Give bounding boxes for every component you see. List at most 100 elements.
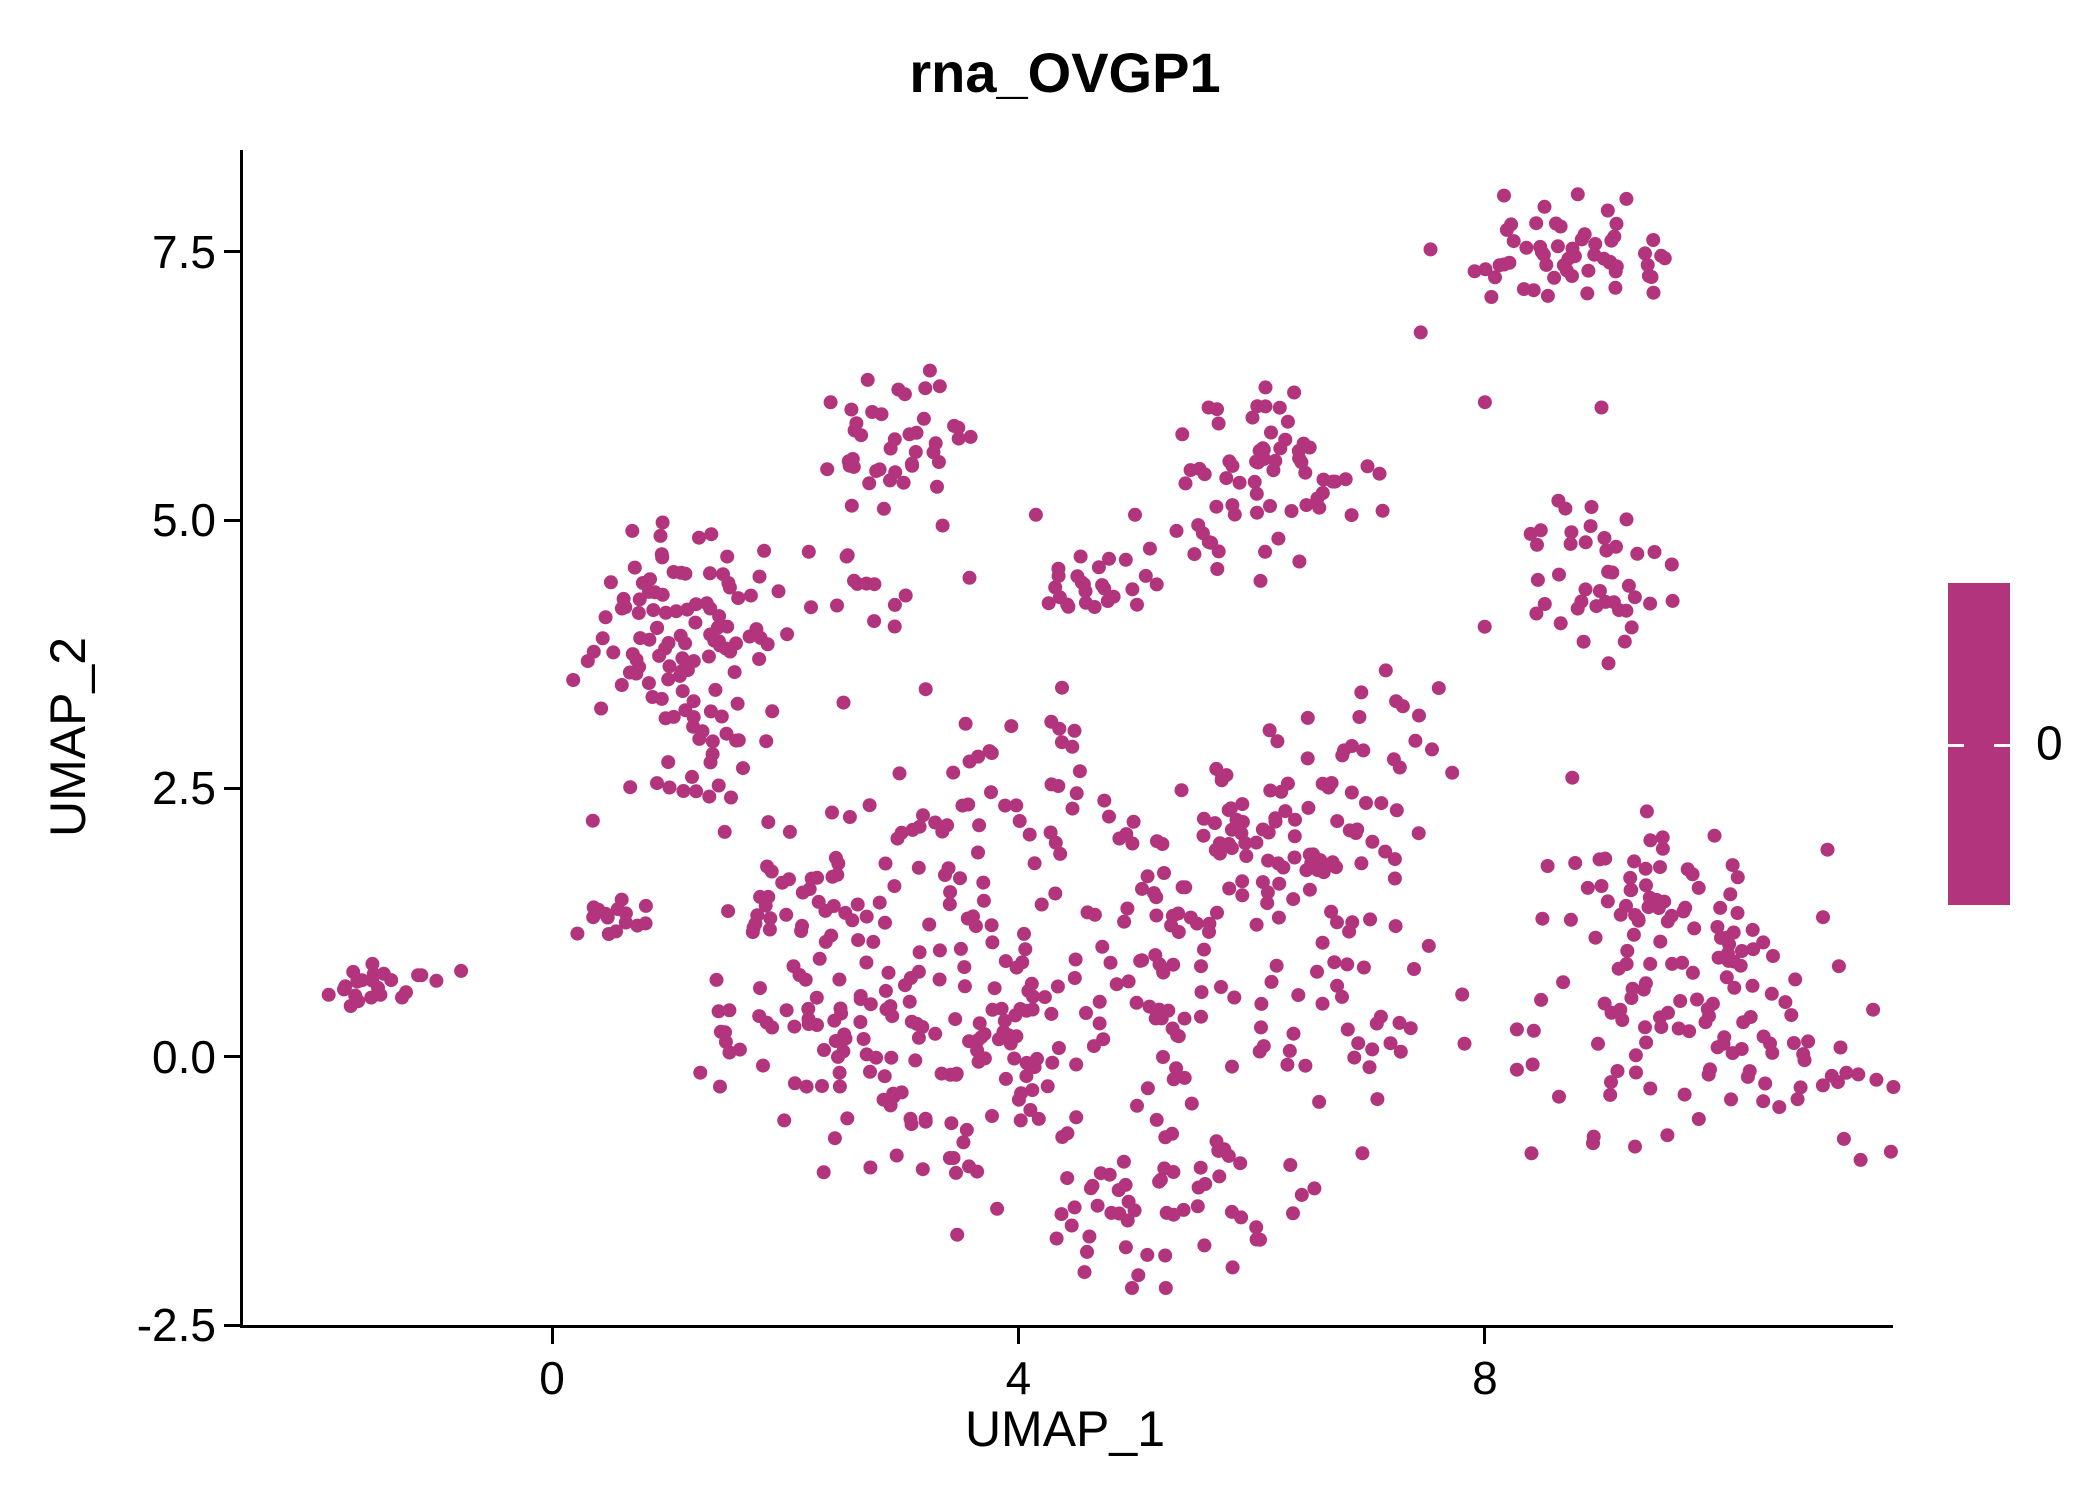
- data-point: [1596, 251, 1611, 266]
- data-point: [928, 1026, 943, 1041]
- data-point: [1619, 603, 1634, 618]
- data-point: [594, 701, 609, 716]
- data-point: [918, 1114, 933, 1129]
- data-point: [454, 963, 469, 978]
- data-point: [1601, 656, 1616, 671]
- data-point: [1344, 739, 1359, 753]
- data-point: [689, 784, 704, 799]
- data-point: [1657, 894, 1672, 909]
- data-point: [1253, 1232, 1267, 1247]
- data-point: [1271, 531, 1286, 546]
- data-point: [1184, 1096, 1199, 1111]
- data-point: [661, 672, 676, 687]
- data-point: [1169, 523, 1184, 538]
- data-point: [1506, 234, 1521, 249]
- data-point: [1142, 541, 1157, 556]
- data-point: [614, 678, 629, 692]
- data-point: [1263, 499, 1277, 513]
- data-point: [865, 405, 880, 419]
- data-point: [675, 651, 690, 666]
- data-point: [972, 1016, 987, 1031]
- data-point: [1536, 247, 1551, 262]
- data-point: [1280, 1057, 1295, 1072]
- data-point: [962, 570, 977, 585]
- data-point: [1603, 1087, 1618, 1102]
- data-point: [918, 381, 933, 396]
- data-point: [1209, 1134, 1224, 1149]
- data-point: [1149, 890, 1164, 905]
- data-point: [1386, 752, 1401, 767]
- data-point: [373, 987, 388, 1002]
- data-point: [958, 716, 973, 731]
- data-point: [1758, 1076, 1773, 1091]
- data-point: [1671, 1021, 1686, 1036]
- data-point: [1851, 1067, 1866, 1082]
- y-tick-mark: [224, 1055, 240, 1059]
- data-point: [1534, 992, 1549, 1007]
- data-point: [903, 1111, 918, 1126]
- data-point: [1639, 804, 1654, 819]
- data-point: [915, 1162, 930, 1177]
- data-point: [1138, 568, 1153, 583]
- plot-title: rna_OVGP1: [909, 41, 1221, 104]
- data-point: [1037, 990, 1052, 1005]
- data-point: [1178, 476, 1193, 491]
- data-point: [1745, 978, 1760, 993]
- data-point: [730, 696, 745, 711]
- data-point: [886, 1086, 901, 1101]
- data-point: [1310, 964, 1324, 979]
- data-point: [1140, 1247, 1155, 1262]
- data-point: [1691, 1112, 1706, 1126]
- data-point: [1340, 957, 1355, 972]
- data-point: [1149, 1112, 1164, 1127]
- data-point: [1580, 880, 1595, 895]
- data-point: [1570, 187, 1585, 202]
- data-point: [1103, 955, 1118, 970]
- data-point: [1064, 1218, 1079, 1233]
- data-point: [935, 518, 950, 533]
- data-point: [1714, 930, 1728, 945]
- data-point: [655, 515, 670, 530]
- data-point: [603, 575, 618, 590]
- data-point: [1445, 765, 1460, 780]
- data-point: [1194, 985, 1209, 1000]
- data-point: [1211, 416, 1226, 431]
- data-point: [642, 632, 657, 647]
- data-point: [1183, 910, 1198, 925]
- data-point: [1120, 901, 1135, 916]
- data-point: [887, 879, 902, 894]
- data-point: [862, 798, 877, 813]
- data-point: [985, 935, 1000, 950]
- data-point: [780, 627, 795, 642]
- data-point: [709, 972, 724, 987]
- data-point: [1093, 1166, 1108, 1181]
- data-point: [816, 1165, 831, 1180]
- data-point: [1034, 897, 1049, 912]
- data-point: [943, 885, 958, 900]
- data-point: [1235, 815, 1250, 829]
- data-point: [625, 647, 640, 662]
- data-point: [1067, 971, 1082, 985]
- data-point: [1090, 1198, 1105, 1213]
- data-point: [953, 941, 968, 956]
- data-point: [801, 544, 816, 559]
- data-point: [722, 580, 737, 595]
- data-point: [1227, 507, 1242, 522]
- data-point: [1778, 995, 1793, 1010]
- data-point: [674, 664, 689, 679]
- data-point: [1816, 910, 1830, 925]
- x-tick-mark: [1483, 1328, 1487, 1344]
- data-point: [1292, 554, 1307, 569]
- data-point: [1171, 925, 1186, 939]
- data-point: [1839, 1065, 1854, 1080]
- data-point: [854, 428, 869, 443]
- data-point: [1210, 562, 1225, 576]
- data-point: [799, 1079, 814, 1094]
- data-point: [887, 432, 902, 447]
- data-point: [867, 614, 882, 629]
- data-point: [1219, 471, 1234, 486]
- data-point: [1251, 455, 1265, 470]
- y-tick-label: 2.5: [152, 762, 216, 815]
- data-point: [1638, 1020, 1652, 1035]
- data-point: [1283, 1158, 1298, 1172]
